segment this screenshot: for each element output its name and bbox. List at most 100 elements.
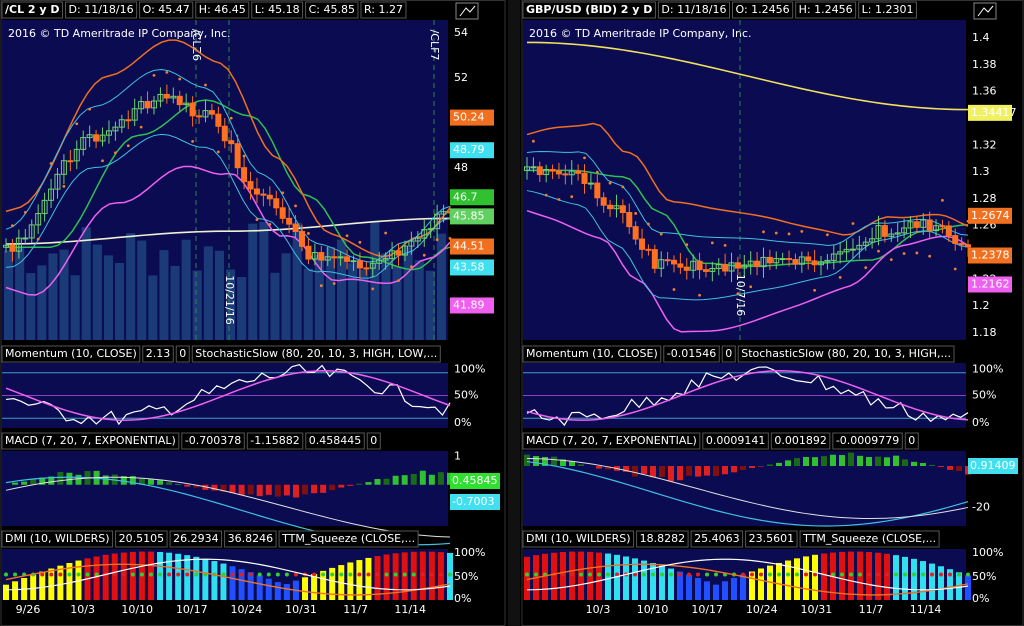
candle — [811, 260, 818, 266]
squeeze-dot — [606, 572, 610, 577]
study-axis-label: 100% — [972, 363, 1003, 376]
study-axis-label: 0% — [454, 416, 471, 429]
header-box — [721, 345, 736, 363]
study-readout: StochasticSlow (80, 20, 10, 3, HIGH, LOW… — [195, 347, 437, 360]
squeeze-bar — [311, 574, 318, 600]
header-box — [142, 345, 174, 363]
squeeze-dot — [139, 572, 144, 577]
histogram-bar — [938, 466, 944, 467]
squeeze-bar — [66, 562, 73, 600]
histogram-bar — [120, 476, 127, 485]
candle — [837, 251, 844, 255]
price-badge — [450, 208, 494, 225]
volume-bar — [436, 233, 446, 340]
candle — [818, 261, 824, 266]
sar-dot — [953, 267, 957, 271]
squeeze-dot — [786, 572, 790, 577]
squeeze-dot — [239, 572, 244, 577]
sar-dot — [88, 107, 92, 111]
candle — [266, 194, 273, 200]
study-readout: 0.001892 — [774, 434, 827, 447]
squeeze-dot — [321, 572, 326, 577]
sar-dot — [397, 279, 400, 283]
histogram-bar — [695, 466, 701, 477]
header-box — [745, 530, 798, 548]
candle — [754, 260, 761, 268]
histogram-bar — [157, 480, 164, 485]
keltner-upper — [5, 68, 451, 263]
price-axis-label: 48 — [454, 161, 468, 174]
header-box — [858, 1, 917, 19]
candle — [299, 230, 305, 247]
candle — [376, 259, 383, 264]
study-title: Momentum (10, CLOSE) — [5, 347, 137, 360]
candle — [183, 102, 190, 106]
candle — [427, 228, 434, 231]
squeeze-bar — [238, 569, 245, 600]
date-label: 10/31 — [801, 603, 833, 616]
candle — [350, 260, 357, 263]
squeeze-bar — [947, 569, 953, 600]
histogram-bar — [767, 464, 773, 466]
histogram-bar — [193, 484, 200, 488]
candle — [613, 205, 620, 210]
header-box — [657, 1, 730, 19]
histogram-bar — [184, 484, 191, 487]
sar-dot — [531, 139, 535, 143]
volume-bar — [37, 265, 47, 340]
drawing-tool-icon[interactable] — [455, 2, 479, 20]
candle — [286, 217, 293, 225]
squeeze-dot — [284, 572, 289, 577]
volume-bar — [70, 275, 80, 340]
volume-bar — [392, 266, 402, 340]
sar-dot — [825, 233, 829, 237]
squeeze-dot — [831, 572, 835, 577]
header-box — [181, 432, 245, 450]
quote-field: R: 1.27 — [364, 3, 403, 16]
drawing-tool-icon[interactable] — [973, 2, 997, 20]
histogram-bar — [229, 484, 236, 494]
volume-bar — [359, 269, 369, 340]
symbol: GBP/USD (BID) 2 y D — [526, 3, 652, 16]
squeeze-dot — [678, 572, 682, 577]
study-readout: 23.5601 — [749, 532, 795, 545]
squeeze-dot — [429, 572, 434, 577]
volume-bar — [181, 239, 191, 340]
sar-dot — [75, 122, 79, 126]
histogram-bar — [830, 454, 836, 466]
stochastic-line — [5, 370, 451, 421]
squeeze-dot — [230, 572, 235, 577]
volume-bar — [237, 276, 247, 340]
squeeze-bar — [641, 560, 647, 600]
squeeze-bar — [776, 562, 782, 600]
histogram-bar — [419, 470, 426, 485]
study-axis-label: 0% — [972, 416, 989, 429]
study-badge-label: 0.45845 — [452, 474, 498, 487]
stochastic-line — [526, 370, 969, 421]
candle — [331, 256, 338, 259]
squeeze-bar — [542, 553, 548, 600]
study-readout: 25.4063 — [694, 532, 740, 545]
squeeze-bar — [392, 553, 399, 600]
squeeze-dot — [76, 572, 81, 577]
squeeze-bar — [3, 584, 9, 600]
candle — [22, 237, 29, 240]
squeeze-bar — [713, 584, 719, 600]
candle — [395, 250, 402, 256]
chart-label: /CLZ6 — [190, 29, 203, 61]
sar-dot — [101, 159, 104, 163]
sar-dot — [11, 224, 14, 228]
histogram-bar — [292, 484, 299, 498]
candle — [798, 256, 805, 265]
chart-label: 10/21/16 — [223, 275, 236, 324]
squeeze-dot — [867, 572, 871, 577]
candle — [434, 213, 441, 230]
candle — [260, 193, 267, 196]
volume-bar — [170, 265, 180, 340]
histogram-bar — [256, 484, 263, 497]
header-box — [1, 530, 114, 548]
squeeze-dot — [158, 572, 163, 577]
date-label: 11/14 — [394, 603, 426, 616]
keltner-upper — [526, 150, 969, 247]
